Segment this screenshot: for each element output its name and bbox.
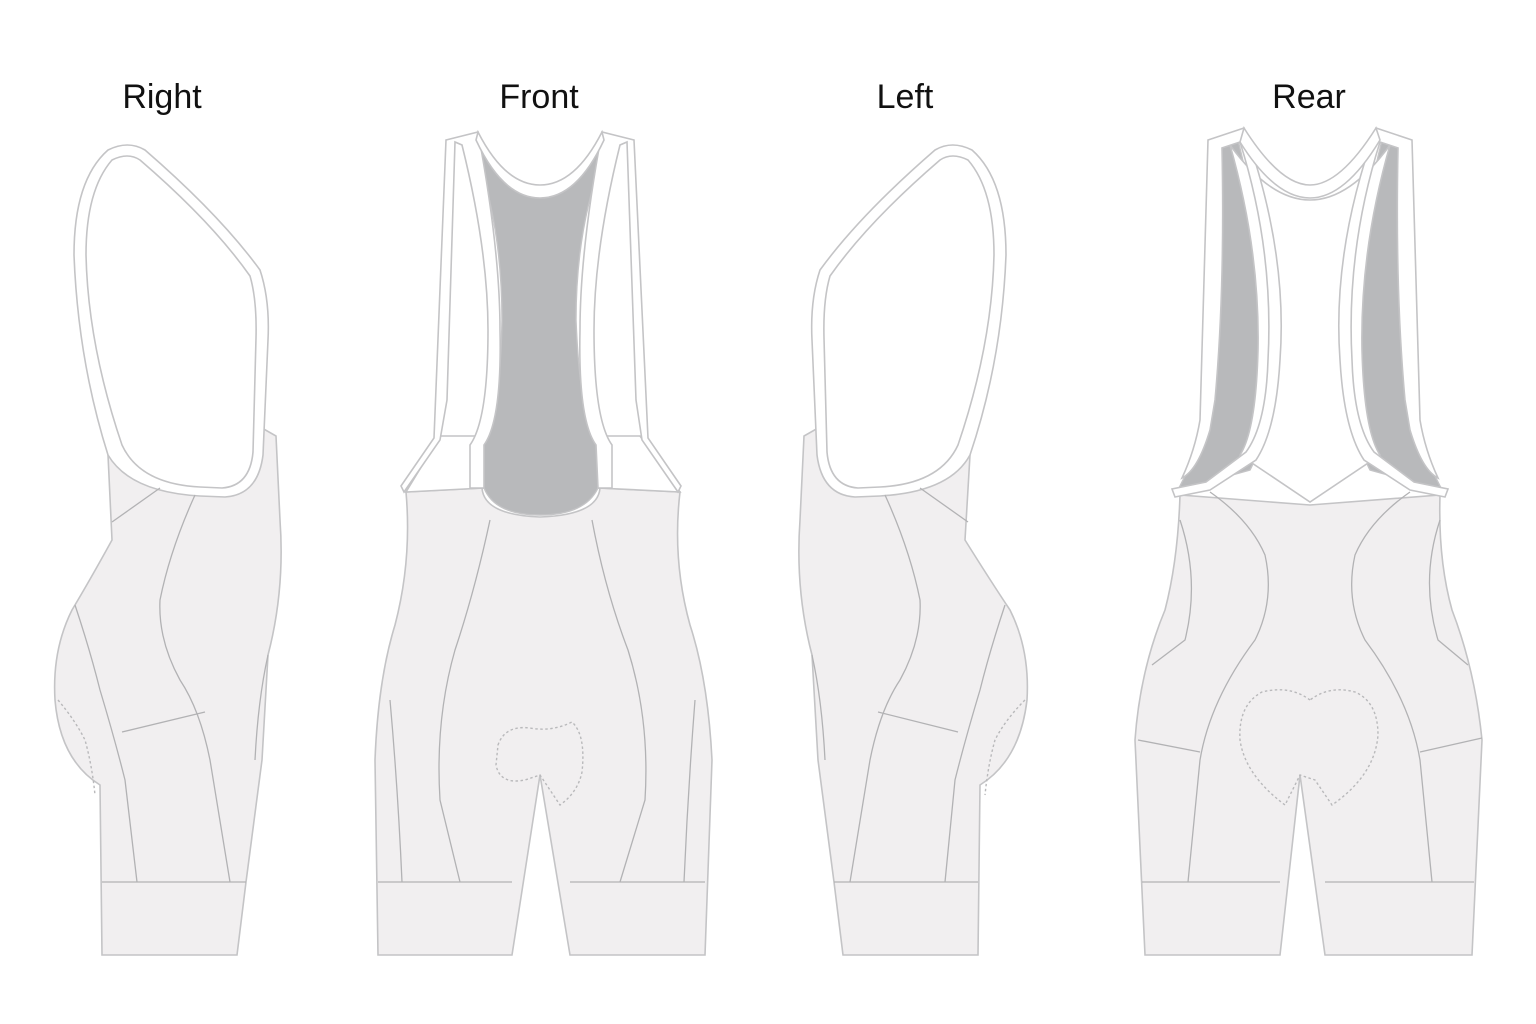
left-view-body xyxy=(798,418,1029,956)
rear-view-left-strap xyxy=(1170,126,1282,498)
rear-view-chamois xyxy=(1239,689,1379,807)
right-view-garment xyxy=(53,144,282,956)
left-view-strap-inner xyxy=(823,155,995,489)
rear-view-body xyxy=(1134,494,1483,956)
rear-view-neckline xyxy=(1239,126,1381,199)
front-view-body xyxy=(374,487,713,956)
view-label-right: Right xyxy=(122,78,202,116)
right-view-body xyxy=(53,418,282,956)
rear-view-right-strap xyxy=(1338,126,1450,498)
front-view-garment xyxy=(374,129,713,956)
front-view-neckline xyxy=(475,129,605,199)
view-label-rear: Rear xyxy=(1272,78,1346,116)
right-view-strap-inner xyxy=(85,155,257,489)
rear-view-garment xyxy=(1134,126,1483,956)
view-label-left: Left xyxy=(876,78,934,116)
left-view-garment xyxy=(798,144,1029,956)
view-label-front: Front xyxy=(499,78,579,116)
front-view-left-strap xyxy=(400,131,501,494)
front-view-right-strap xyxy=(579,131,682,494)
